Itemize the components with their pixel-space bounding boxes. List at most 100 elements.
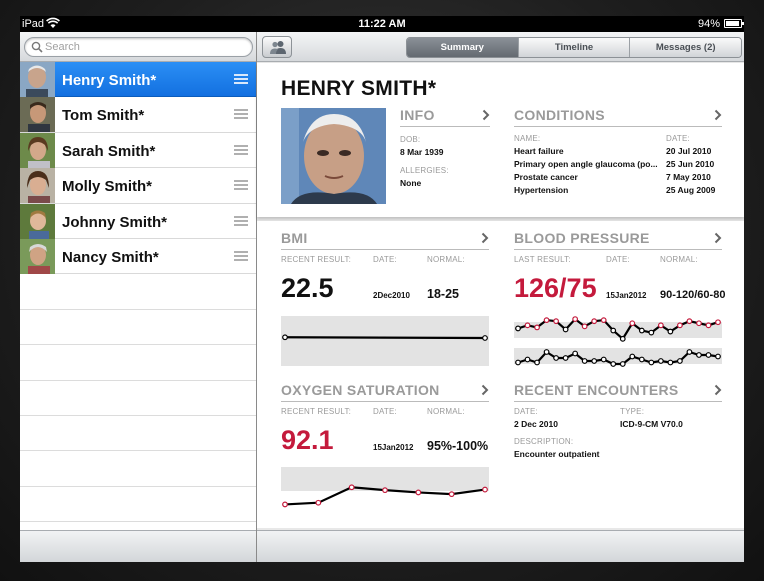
condition-date-label: DATE: bbox=[666, 134, 690, 143]
search-icon bbox=[31, 41, 43, 53]
patient-name: Nancy Smith* bbox=[62, 248, 159, 266]
bp-trend-chart[interactable] bbox=[514, 314, 722, 370]
chevron-right-icon bbox=[714, 232, 722, 244]
oxygen-point bbox=[348, 484, 355, 491]
bmi-result-label: RECENT RESULT: bbox=[281, 255, 352, 264]
dob-value: 8 Mar 1939 bbox=[400, 147, 444, 157]
wifi-icon bbox=[46, 17, 60, 28]
patient-name: Johnny Smith* bbox=[62, 213, 168, 231]
search-input[interactable] bbox=[45, 39, 245, 55]
bp-diastolic-point bbox=[562, 355, 569, 361]
bp-diastolic-point bbox=[572, 350, 579, 357]
conditions-section-header[interactable]: CONDITIONS bbox=[514, 107, 722, 127]
clock: 11:22 AM bbox=[358, 18, 406, 30]
list-item[interactable]: Primary open angle glaucoma (po... 25 Ju… bbox=[514, 159, 719, 171]
bp-systolic-point bbox=[696, 320, 702, 327]
bp-systolic-point bbox=[562, 326, 569, 333]
condition-name: Prostate cancer bbox=[514, 172, 578, 182]
reorder-handle-icon[interactable] bbox=[234, 180, 248, 191]
bmi-value: 22.5 bbox=[281, 273, 334, 303]
carrier-label: iPad bbox=[22, 18, 45, 30]
tab-summary[interactable]: Summary bbox=[407, 38, 519, 57]
oxygen-result-label: RECENT RESULT: bbox=[281, 407, 352, 416]
contacts-button[interactable] bbox=[262, 36, 292, 58]
bp-diastolic-point bbox=[629, 353, 636, 360]
info-section-header[interactable]: INFO bbox=[400, 107, 490, 127]
patient-detail: Summary Timeline Messages (2) HENRY SMIT… bbox=[257, 32, 744, 562]
bp-section-header[interactable]: BLOOD PRESSURE bbox=[514, 230, 722, 250]
allergies-label: ALLERGIES: bbox=[400, 166, 449, 175]
bmi-section-header[interactable]: BMI bbox=[281, 230, 489, 250]
search-box[interactable] bbox=[24, 37, 253, 57]
chevron-right-icon bbox=[714, 384, 722, 396]
reorder-handle-icon[interactable] bbox=[234, 250, 248, 261]
bp-systolic-point bbox=[648, 329, 655, 336]
bp-diastolic-point bbox=[553, 355, 559, 361]
encounter-date-label: DATE: bbox=[514, 407, 538, 416]
battery-percent: 94% bbox=[697, 18, 720, 30]
patient-row-tom[interactable]: Tom Smith* bbox=[20, 97, 256, 133]
tab-timeline[interactable]: Timeline bbox=[518, 38, 631, 57]
bmi-point bbox=[482, 335, 488, 341]
bmi-title: BMI bbox=[281, 230, 308, 246]
bp-diastolic-point bbox=[524, 356, 531, 363]
bp-diastolic-point bbox=[581, 358, 588, 364]
bp-date-label: DATE: bbox=[606, 255, 630, 264]
tab-messages[interactable]: Messages (2) bbox=[630, 38, 741, 57]
bmi-date: 2Dec2010 bbox=[373, 291, 410, 300]
oxygen-normal: 95%-100% bbox=[427, 439, 489, 453]
encounter-type: ICD-9-CM V70.0 bbox=[620, 419, 683, 429]
bp-systolic-point bbox=[610, 327, 617, 334]
bp-diastolic-point bbox=[715, 353, 721, 360]
bp-systolic-point bbox=[553, 318, 559, 325]
bp-systolic-point bbox=[667, 328, 674, 335]
bp-systolic-point bbox=[524, 322, 531, 329]
bp-systolic-point bbox=[591, 318, 598, 325]
chevron-right-icon bbox=[714, 109, 722, 121]
patient-row-nancy[interactable]: Nancy Smith* bbox=[20, 238, 256, 275]
oxygen-point bbox=[282, 501, 288, 508]
empty-row bbox=[20, 310, 256, 346]
patient-list: Henry Smith* Tom Smith* Sarah Smith* bbox=[20, 62, 256, 523]
patient-row-henry[interactable]: Henry Smith* bbox=[20, 62, 256, 98]
bp-systolic-point bbox=[572, 316, 579, 323]
condition-name: Primary open angle glaucoma (po... bbox=[514, 159, 658, 169]
bp-diastolic-point bbox=[696, 352, 702, 358]
oxygen-section-header[interactable]: OXYGEN SATURATION bbox=[281, 382, 489, 402]
detail-toolbar: Summary Timeline Messages (2) bbox=[257, 32, 744, 62]
bp-systolic-point bbox=[686, 318, 693, 325]
encounters-section-header[interactable]: RECENT ENCOUNTERS bbox=[514, 382, 722, 402]
oxygen-value: 92.1 bbox=[281, 425, 334, 455]
reorder-handle-icon[interactable] bbox=[234, 215, 248, 226]
empty-row bbox=[20, 487, 256, 523]
vitals-card: BMI RECENT RESULT: DATE: NORMAL: 22.5 2D… bbox=[257, 221, 744, 528]
oxygen-point bbox=[448, 491, 455, 498]
oxygen-trend-chart[interactable] bbox=[281, 467, 489, 517]
list-item[interactable]: Heart failure 20 Jul 2010 bbox=[514, 146, 719, 158]
list-item[interactable]: Hypertension 25 Aug 2009 bbox=[514, 185, 719, 197]
reorder-handle-icon[interactable] bbox=[234, 144, 248, 155]
patient-row-johnny[interactable]: Johnny Smith* bbox=[20, 203, 256, 239]
patient-name: Henry Smith* bbox=[62, 72, 157, 89]
bp-diastolic-point bbox=[534, 359, 540, 366]
reorder-handle-icon[interactable] bbox=[234, 74, 248, 84]
encounter-description-label: DESCRIPTION: bbox=[514, 437, 574, 446]
condition-date: 20 Jul 2010 bbox=[666, 146, 712, 156]
bp-diastolic-point bbox=[591, 358, 598, 364]
patient-row-sarah[interactable]: Sarah Smith* bbox=[20, 132, 256, 169]
bp-value: 126/75 bbox=[514, 273, 597, 303]
patient-name: Tom Smith* bbox=[62, 107, 145, 125]
reorder-handle-icon[interactable] bbox=[234, 109, 248, 120]
bp-diastolic-line bbox=[517, 350, 719, 366]
bp-systolic-point bbox=[657, 322, 664, 329]
patient-photo bbox=[281, 108, 386, 204]
oxygen-normal-label: NORMAL: bbox=[427, 407, 465, 416]
bmi-trend-chart[interactable] bbox=[281, 316, 489, 366]
condition-date: 25 Aug 2009 bbox=[666, 185, 716, 195]
bp-systolic-point bbox=[619, 335, 626, 342]
patient-row-molly[interactable]: Molly Smith* bbox=[20, 168, 256, 204]
bp-result-label: LAST RESULT: bbox=[514, 255, 571, 264]
page-title: HENRY SMITH* bbox=[281, 77, 437, 100]
list-item[interactable]: Prostate cancer 7 May 2010 bbox=[514, 172, 719, 184]
oxygen-point bbox=[415, 489, 422, 496]
